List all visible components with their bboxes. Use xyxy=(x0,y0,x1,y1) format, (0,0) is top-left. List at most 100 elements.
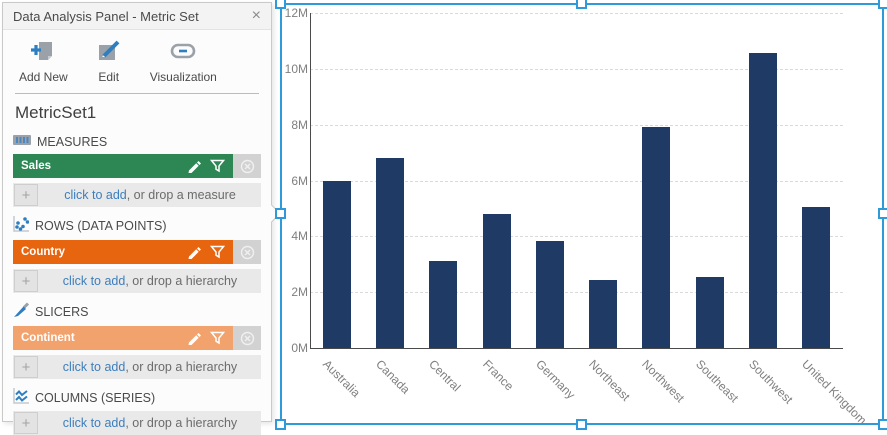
edit-pencil-icon[interactable] xyxy=(187,159,201,173)
y-axis-tick-label: 8M xyxy=(291,117,308,132)
rows-scatter-icon xyxy=(13,216,30,235)
x-axis-category-label: Northwest xyxy=(639,357,688,406)
selection-handle-bottom-left[interactable] xyxy=(275,419,286,430)
bar-central[interactable] xyxy=(429,261,458,348)
add-slicer-row[interactable]: + click to add, or drop a hierarchy xyxy=(13,355,261,379)
section-rows: ROWS (DATA POINTS) Country + click to ad… xyxy=(3,211,271,293)
y-axis-tick-label: 12M xyxy=(284,6,308,20)
gridline xyxy=(310,13,843,14)
edit-icon xyxy=(96,39,122,68)
bar-france[interactable] xyxy=(482,214,511,348)
visualization-label: Visualization xyxy=(149,70,217,84)
add-measure-row[interactable]: + click to add, or drop a measure xyxy=(13,183,261,207)
plus-icon[interactable]: + xyxy=(14,270,38,292)
click-to-add-column-link[interactable]: click to add xyxy=(62,416,126,430)
columns-series-icon xyxy=(13,388,29,407)
x-axis-category-label: Australia xyxy=(319,357,363,400)
plus-icon[interactable]: + xyxy=(14,356,38,378)
visualization-icon xyxy=(169,39,197,68)
x-axis-category-label: Southeast xyxy=(692,357,741,406)
rows-header: ROWS (DATA POINTS) xyxy=(3,211,271,239)
metric-set-name: MetricSet1 xyxy=(15,103,97,122)
selection-handle-bottom-right[interactable] xyxy=(878,419,887,430)
gridline xyxy=(310,236,843,238)
filter-funnel-icon[interactable] xyxy=(210,331,225,345)
click-to-add-slicer-link[interactable]: click to add xyxy=(62,360,126,374)
x-axis-category-label: France xyxy=(479,357,516,394)
measure-pill-label: Sales xyxy=(21,160,52,172)
slicer-pill-label: Continent xyxy=(21,332,75,344)
x-axis-line xyxy=(310,348,843,349)
add-row-hierarchy-row[interactable]: + click to add, or drop a hierarchy xyxy=(13,269,261,293)
measure-pill-sales[interactable]: Sales xyxy=(13,154,233,178)
add-column-row[interactable]: + click to add, or drop a hierarchy xyxy=(13,411,261,435)
measure-pill-row: Sales xyxy=(13,154,261,178)
edit-pencil-icon[interactable] xyxy=(187,245,201,259)
plus-icon[interactable]: + xyxy=(14,412,38,434)
row-pill-country[interactable]: Country xyxy=(13,240,233,264)
columns-label: COLUMNS (SERIES) xyxy=(35,390,156,405)
slicer-pill-row: Continent xyxy=(13,326,261,350)
edit-pencil-icon[interactable] xyxy=(187,331,201,345)
columns-header: COLUMNS (SERIES) xyxy=(3,383,271,411)
bar-germany[interactable] xyxy=(535,240,564,348)
filter-funnel-icon[interactable] xyxy=(210,159,225,173)
click-to-add-row-link[interactable]: click to add xyxy=(62,274,126,288)
y-axis-line xyxy=(310,13,311,348)
selection-handle-middle-left[interactable] xyxy=(275,208,286,219)
y-axis-tick-label: 4M xyxy=(291,229,308,244)
add-new-button[interactable]: Add New xyxy=(19,39,68,84)
edit-button[interactable]: Edit xyxy=(96,39,122,84)
y-axis-tick-label: 6M xyxy=(291,173,308,188)
bar-northeast[interactable] xyxy=(589,279,618,348)
slicer-pill-continent[interactable]: Continent xyxy=(13,326,233,350)
selection-handle-top-left[interactable] xyxy=(275,0,286,9)
gridline xyxy=(310,180,843,182)
bar-chart-canvas[interactable]: 0M 2M 4M 6M 8M 10M 12M Australia Canada Central Fr… xyxy=(275,0,887,430)
remove-slicer-button[interactable] xyxy=(233,326,261,350)
visualization-button[interactable]: Visualization xyxy=(150,39,217,84)
x-axis-category-label: Canada xyxy=(373,357,413,397)
add-row-suffix: , or drop a hierarchy xyxy=(125,274,238,288)
panel-toolbar: Add New Edit Visualization xyxy=(3,30,271,88)
bar-united-kingdom[interactable] xyxy=(802,207,831,348)
bar-southeast[interactable] xyxy=(695,276,724,348)
selection-handle-bottom-middle[interactable] xyxy=(576,419,587,430)
bar-northwest[interactable] xyxy=(642,127,671,348)
selection-handle-top-middle[interactable] xyxy=(576,0,587,9)
slicers-header: SLICERS xyxy=(3,297,271,325)
click-to-add-measure-link[interactable]: click to add xyxy=(64,188,127,202)
row-pill-label: Country xyxy=(21,246,66,258)
add-slicer-suffix: , or drop a hierarchy xyxy=(125,360,238,374)
x-axis-category-label: United Kingdom xyxy=(799,357,870,428)
edit-label: Edit xyxy=(98,70,120,84)
measures-label: MEASURES xyxy=(37,134,108,149)
y-axis-tick-label: 10M xyxy=(284,61,308,76)
row-pill-row: Country xyxy=(13,240,261,264)
y-axis-tick-label: 2M xyxy=(291,285,308,300)
bar-southwest[interactable] xyxy=(749,53,778,348)
selection-handle-middle-right[interactable] xyxy=(878,208,887,219)
gridline xyxy=(310,68,843,70)
remove-measure-button[interactable] xyxy=(233,154,261,178)
add-new-icon xyxy=(29,39,57,68)
x-axis-category-label: Southwest xyxy=(746,357,796,407)
close-icon[interactable]: × xyxy=(251,7,261,24)
y-axis-tick-label: 0M xyxy=(291,341,308,355)
add-new-label: Add New xyxy=(19,70,68,84)
bar-chart-plot-area: 0M 2M 4M 6M 8M 10M 12M Australia Canada Central Fr… xyxy=(282,5,882,427)
selection-handle-top-right[interactable] xyxy=(878,0,887,9)
panel-header: Data Analysis Panel - Metric Set × xyxy=(3,3,271,30)
remove-row-button[interactable] xyxy=(233,240,261,264)
filter-funnel-icon[interactable] xyxy=(210,245,225,259)
section-slicers: SLICERS Continent + click to add, or dro… xyxy=(3,297,271,379)
bar-canada[interactable] xyxy=(375,158,404,348)
data-analysis-panel: Data Analysis Panel - Metric Set × Add N… xyxy=(2,2,272,435)
panel-title: Data Analysis Panel - Metric Set xyxy=(13,8,199,24)
measures-ruler-icon xyxy=(13,134,31,149)
plus-icon[interactable]: + xyxy=(14,184,38,206)
slicers-label: SLICERS xyxy=(35,304,89,319)
gridline xyxy=(310,292,843,294)
add-measure-suffix: , or drop a measure xyxy=(126,188,236,202)
bar-australia[interactable] xyxy=(322,180,351,348)
